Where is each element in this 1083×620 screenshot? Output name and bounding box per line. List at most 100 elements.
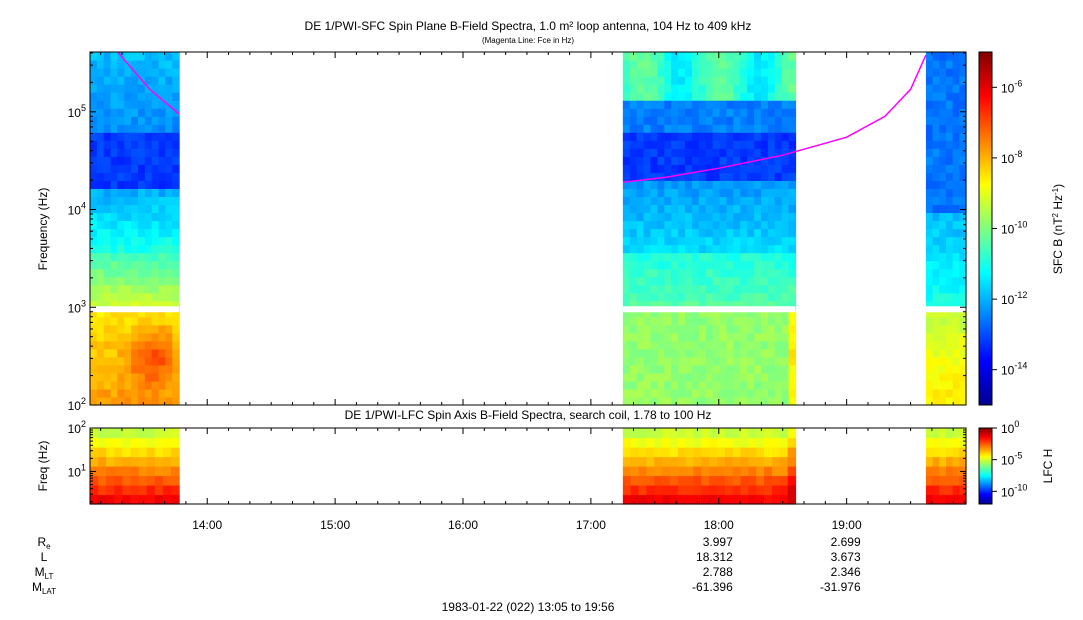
top-spectrum-cell — [932, 164, 940, 173]
top-spectrum-cell — [671, 236, 679, 246]
top-spectrum-cell — [685, 60, 693, 69]
top-spectrum-cell — [172, 292, 180, 302]
top-spectrum-cell — [96, 396, 105, 406]
top-spectrum-cell — [172, 156, 180, 165]
ephemeris-row-label: Re — [37, 535, 51, 551]
top-spectrum-cell — [110, 332, 119, 342]
top-spectrum-cell — [117, 308, 125, 318]
top-spectrum-cell — [110, 76, 119, 85]
top-spectrum-cell — [747, 268, 755, 278]
bottom-spectrum-cell — [638, 428, 647, 439]
top-spectrum-cell — [671, 140, 679, 149]
top-spectrum-cell — [698, 276, 707, 286]
top-spectrum-cell — [925, 196, 934, 206]
top-spectrum-cell — [172, 124, 180, 133]
top-spectrum-cell — [131, 172, 139, 181]
top-spectrum-cell — [629, 324, 638, 334]
top-spectrum-cell — [747, 116, 755, 125]
top-spectrum-cell — [137, 172, 146, 181]
top-spectrum-cell — [705, 308, 714, 318]
bottom-spectrum-cell — [106, 437, 115, 448]
top-spectrum-cell — [932, 244, 940, 254]
top-spectrum-cell — [733, 156, 741, 165]
top-spectrum-cell — [733, 268, 741, 278]
top-spectrum-cell — [158, 84, 166, 93]
bottom-spectrum-cell — [779, 475, 789, 486]
top-spectrum-cell — [959, 204, 967, 214]
top-spectrum-cell — [622, 84, 631, 93]
top-spectrum-cell — [117, 76, 125, 85]
top-spectrum-cell — [740, 132, 748, 141]
top-spectrum-cell — [719, 84, 728, 93]
top-spectrum-cell — [719, 372, 728, 382]
top-spectrum-cell — [131, 180, 139, 189]
top-spectrum-cell — [671, 252, 679, 262]
top-spectrum-cell — [754, 124, 762, 133]
top-spectrum-cell — [110, 388, 119, 398]
top-spectrum-cell — [788, 228, 797, 238]
top-spectrum-cell — [698, 76, 707, 85]
footer-date-range: 1983-01-22 (022) 13:05 to 19:56 — [442, 600, 615, 614]
top-spectrum-cell — [726, 116, 734, 125]
top-spectrum-cell — [767, 324, 776, 334]
top-spectrum-cell — [90, 156, 98, 165]
top-spectrum-cell — [781, 60, 790, 69]
top-spectrum-cell — [151, 100, 160, 109]
top-spectrum-cell — [144, 164, 153, 173]
top-spectrum-cell — [657, 284, 665, 294]
top-spectrum-cell — [172, 396, 180, 406]
bottom-spectrum-cell — [622, 485, 632, 496]
top-spectrum-cell — [760, 188, 769, 198]
top-spectrum-cell — [733, 204, 741, 214]
top-spectrum-cell — [939, 228, 947, 238]
top-spectrum-cell — [774, 356, 783, 366]
top-spectrum-cell — [705, 100, 714, 109]
top-spectrum-cell — [622, 220, 631, 230]
top-spectrum-cell — [726, 276, 734, 286]
top-spectrum-cell — [110, 124, 119, 133]
top-spectrum-cell — [925, 316, 934, 326]
top-spectrum-cell — [144, 92, 153, 101]
top-spectrum-cell — [685, 260, 693, 270]
ephemeris-row-label: MLT — [35, 565, 54, 581]
top-spectrum-cell — [131, 204, 139, 214]
top-spectrum-cell — [691, 220, 700, 230]
bottom-spectrum-cell — [622, 428, 632, 439]
top-spectrum-cell — [740, 340, 748, 350]
ephemeris-value: 3.673 — [831, 550, 861, 564]
top-spectrum-cell — [650, 204, 658, 214]
top-spectrum-cell — [698, 236, 707, 246]
top-spectrum-cell — [754, 300, 762, 310]
top-spectrum-cell — [151, 188, 160, 198]
top-spectrum-cell — [629, 260, 638, 270]
top-spectrum-cell — [96, 164, 105, 173]
top-spectrum-cell — [781, 172, 790, 181]
bottom-spectrum-cell — [764, 494, 773, 505]
top-spectrum-cell — [788, 220, 797, 230]
top-spectrum-cell — [650, 68, 658, 77]
bottom-spectrum-cell — [154, 485, 164, 496]
top-spectrum-cell — [664, 380, 672, 390]
bottom-spectrum-cell — [146, 437, 156, 448]
top-spectrum-cell — [90, 236, 98, 246]
top-spectrum-cell — [719, 276, 728, 286]
top-spectrum-cell — [678, 292, 686, 302]
top-spectrum-cell — [959, 124, 967, 133]
bottom-spectrum-cell — [146, 494, 156, 505]
top-spectrum-cell — [650, 356, 658, 366]
top-spectrum-cell — [788, 132, 797, 141]
top-spectrum-cell — [939, 100, 947, 109]
top-spectrum-cell — [705, 284, 714, 294]
top-spectrum-cell — [643, 348, 652, 358]
top-spectrum-cell — [733, 284, 741, 294]
top-spectrum-cell — [959, 236, 967, 246]
top-spectrum-cell — [137, 276, 146, 286]
bottom-spectrum-cell — [771, 485, 781, 496]
top-spectrum-cell — [117, 108, 125, 117]
top-spectrum-cell — [151, 236, 160, 246]
top-spectrum-cell — [959, 300, 967, 310]
top-spectrum-cell — [636, 156, 645, 165]
top-spectrum-cell — [925, 356, 934, 366]
top-spectrum-cell — [657, 356, 665, 366]
top-spectrum-cell — [124, 292, 132, 302]
